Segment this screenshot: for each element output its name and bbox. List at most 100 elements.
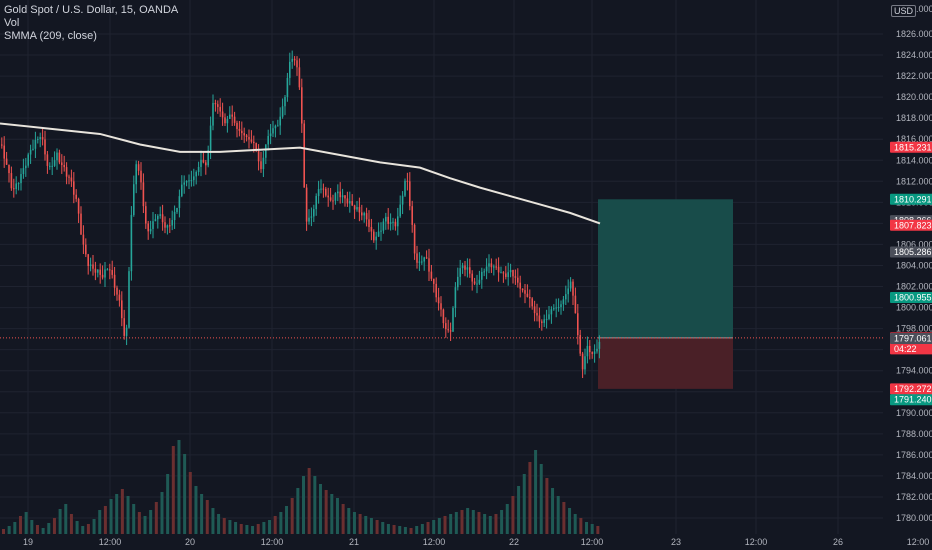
candle-body [44, 139, 46, 155]
candle-body [284, 97, 286, 107]
price-tick-label: 1806.000 [896, 239, 932, 249]
candle-body [380, 230, 382, 232]
candle-body [553, 308, 555, 310]
time-tick-label: 12:00 [99, 537, 122, 547]
volume-bar [500, 510, 504, 534]
candle-body [589, 345, 591, 353]
candle-body [401, 195, 404, 205]
candle-body [346, 198, 349, 204]
candle-body [149, 228, 152, 232]
candle-body [533, 306, 536, 314]
candle-body [490, 263, 493, 268]
volume-bar [545, 478, 549, 534]
candle-body [541, 321, 543, 323]
candle-body [399, 204, 401, 217]
candle-body [133, 184, 135, 215]
volume-bar [590, 524, 594, 534]
candle-body [123, 318, 125, 336]
candle-body [51, 165, 53, 167]
volume-bar [347, 508, 351, 534]
volume-bar [137, 512, 141, 534]
volume-bar [18, 516, 22, 534]
volume-bar [98, 510, 102, 534]
volume-bar [562, 502, 566, 534]
volume-bar [318, 484, 322, 534]
position-tool[interactable] [598, 199, 733, 389]
candle-body [493, 266, 495, 268]
price-tick-label: 1784.000 [896, 471, 932, 481]
candle-body [209, 125, 212, 151]
symbol-title[interactable]: Gold Spot / U.S. Dollar, 15, OANDA [4, 4, 179, 16]
volume-bar [30, 520, 34, 534]
candle-body [3, 145, 5, 159]
candle-body [313, 209, 315, 217]
candle-body [80, 213, 82, 235]
candle-body [351, 201, 353, 206]
candle-body [536, 313, 538, 316]
price-axis[interactable]: 1828.0001826.0001824.0001822.0001820.000… [883, 0, 932, 550]
smma-indicator-label[interactable]: SMMA (209, close) [4, 30, 97, 42]
candle-body [154, 219, 157, 222]
candle-body [505, 273, 507, 277]
candle-body [92, 264, 94, 269]
candle-body [183, 182, 185, 185]
candle-body [545, 318, 548, 320]
time-tick-label: 21 [349, 537, 359, 547]
candle-body [478, 279, 481, 284]
volume-bar [41, 528, 45, 534]
candle-body [291, 58, 293, 62]
candle-body [289, 61, 291, 78]
volume-bar [75, 521, 79, 534]
price-tick-label: 1802.000 [896, 282, 932, 292]
volume-bar [194, 486, 198, 534]
candle-body [421, 261, 423, 263]
candle-body [219, 106, 221, 112]
volume-bar [528, 462, 532, 534]
volume-bar [58, 509, 62, 534]
candle-body [404, 180, 406, 196]
candle-body [531, 298, 533, 307]
price-tag [890, 383, 932, 395]
candle-body [190, 180, 193, 182]
currency-button[interactable]: USD [891, 5, 917, 17]
volume-bar [239, 524, 243, 534]
candle-body [526, 293, 529, 297]
volume-bar [234, 522, 238, 534]
candle-body [70, 177, 73, 182]
volume-bar [52, 518, 56, 534]
time-tick-label: 12:00 [907, 537, 930, 547]
volume-indicator-label[interactable]: Vol [4, 17, 20, 29]
candle-body [32, 148, 34, 150]
candle-body [377, 231, 380, 237]
candle-body [46, 154, 49, 166]
candle-body [485, 266, 488, 272]
target-zone [598, 199, 733, 338]
candle-body [233, 116, 236, 123]
candle-body [409, 181, 411, 207]
candle-body [106, 269, 109, 271]
candle-body [320, 188, 322, 190]
candle-body [596, 348, 598, 352]
candle-body [34, 139, 37, 149]
candle-body [593, 351, 596, 354]
volume-bar [398, 526, 402, 534]
price-tag-label: 1791.240 [894, 395, 932, 405]
candle-body [375, 236, 377, 241]
candle-body [142, 182, 145, 207]
candle-body [428, 258, 430, 272]
smma-line [0, 122, 601, 225]
candle-body [586, 345, 589, 357]
time-tick-label: 12:00 [745, 537, 768, 547]
volume-bar [420, 524, 424, 534]
volume-bar [256, 524, 260, 534]
candle-body [298, 67, 301, 88]
volume-bar [149, 510, 153, 534]
candle-body [111, 270, 113, 275]
candle-body [373, 231, 375, 241]
time-axis[interactable]: 19 12:00 20 12:00 21 12:00 22 12:00 23 12:00 26 12:… [0, 534, 929, 550]
candle-body [361, 212, 363, 216]
candle-body [200, 159, 202, 167]
candle-body [171, 220, 173, 226]
candle-body [1, 144, 3, 146]
